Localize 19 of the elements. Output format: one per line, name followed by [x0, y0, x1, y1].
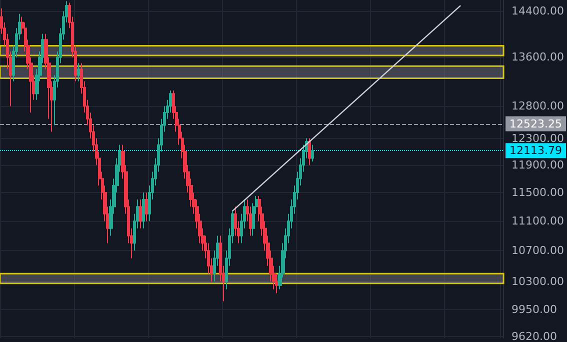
ref-line-label: 12523.25 [510, 117, 562, 130]
y-tick-label: 12300.00 [512, 132, 564, 145]
y-tick-label: 12800.00 [512, 100, 564, 113]
y-tick-label: 11500.00 [512, 186, 564, 200]
candlestick [311, 144, 314, 162]
candlestick [308, 138, 311, 166]
ref-line-label: 12113.79 [510, 144, 562, 158]
y-tick-label: 10700.00 [512, 244, 564, 258]
y-tick-label: 13600.00 [512, 50, 564, 64]
y-tick-label: 11900.00 [512, 158, 564, 172]
candlestick [142, 192, 145, 229]
candlestick [145, 192, 148, 222]
y-tick-label: 10300.00 [512, 274, 564, 288]
y-tick-label: 14400.00 [512, 4, 564, 18]
y-tick-label: 11100.00 [512, 214, 564, 228]
y-tick-label: 9950.00 [512, 302, 558, 316]
candlestick [139, 199, 142, 229]
candlestick [77, 62, 80, 82]
y-tick-label: 9620.00 [512, 330, 558, 342]
